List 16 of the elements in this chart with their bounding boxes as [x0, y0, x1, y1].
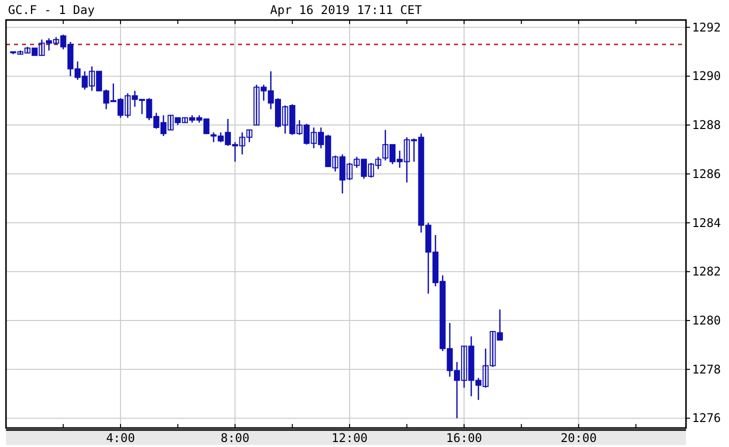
- y-tick-label: 1284: [692, 216, 721, 230]
- y-tick-label: 1286: [692, 166, 721, 181]
- x-tick-label: 16:00: [446, 431, 482, 445]
- y-tick-label: 1280: [692, 314, 721, 328]
- x-tick-label: 8:00: [220, 431, 250, 445]
- y-tick-label: 1278: [692, 362, 721, 376]
- x-tick-label: 12:00: [332, 431, 368, 445]
- chart-title: GC.F - 1 Day: [8, 3, 95, 17]
- x-tick-label: 4:00: [106, 431, 135, 445]
- y-tick-label: 1276: [692, 411, 721, 426]
- x-tick-label: 20:00: [560, 431, 597, 445]
- y-tick-label: 1282: [692, 264, 721, 279]
- y-tick-label: 1292: [692, 20, 721, 34]
- y-tick-label: 1290: [692, 69, 721, 84]
- chart-subtitle: Apr 16 2019 17:11 CET: [270, 3, 422, 17]
- y-tick-label: 1288: [692, 118, 721, 132]
